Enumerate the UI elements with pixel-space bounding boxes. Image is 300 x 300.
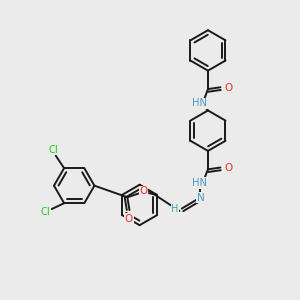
Text: HN: HN [192, 98, 207, 108]
Text: O: O [139, 186, 148, 196]
Text: O: O [225, 82, 233, 93]
Text: H: H [171, 204, 179, 214]
Text: Cl: Cl [49, 145, 58, 155]
Text: O: O [125, 214, 133, 224]
Text: O: O [225, 163, 233, 173]
Text: Cl: Cl [41, 207, 50, 217]
Text: HN: HN [192, 178, 207, 188]
Text: N: N [197, 193, 204, 202]
